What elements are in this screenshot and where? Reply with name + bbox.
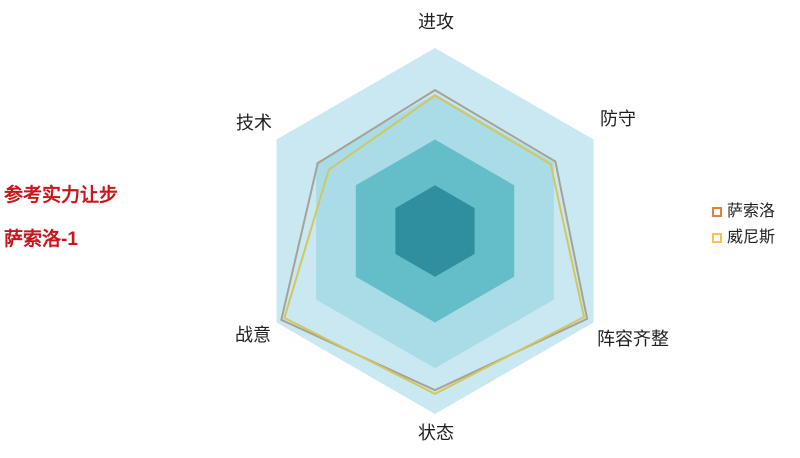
legend: 萨索洛 威尼斯: [712, 202, 775, 254]
axis-label-technique: 技术: [236, 113, 272, 133]
series-polygon-威尼斯: [283, 94, 586, 396]
handicap-value: 萨索洛-1: [4, 229, 78, 250]
sassuolo-swatch-icon: [712, 207, 722, 217]
legend-item-venezia[interactable]: 威尼斯: [712, 228, 775, 248]
axis-label-full-lineup: 阵容齐整: [597, 329, 669, 349]
legend-item-sassuolo[interactable]: 萨索洛: [712, 202, 775, 222]
series-polygon-萨索洛: [280, 88, 589, 392]
legend-label-venezia: 威尼斯: [727, 229, 776, 246]
handicap-reference-title: 参考实力让步: [4, 185, 119, 206]
venezia-swatch-icon: [712, 233, 722, 243]
axis-label-fighting-spirit: 战意: [235, 325, 271, 345]
legend-label-sassuolo: 萨索洛: [727, 203, 776, 220]
grid-band-level-1: [395, 185, 475, 277]
axis-label-attack: 进攻: [418, 12, 454, 32]
axis-label-form: 状态: [418, 423, 454, 443]
axis-label-defense: 防守: [600, 109, 636, 129]
